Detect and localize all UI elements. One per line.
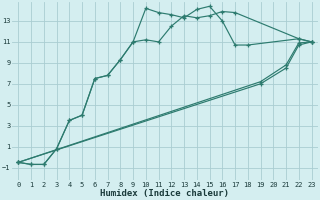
X-axis label: Humidex (Indice chaleur): Humidex (Indice chaleur) (100, 189, 229, 198)
